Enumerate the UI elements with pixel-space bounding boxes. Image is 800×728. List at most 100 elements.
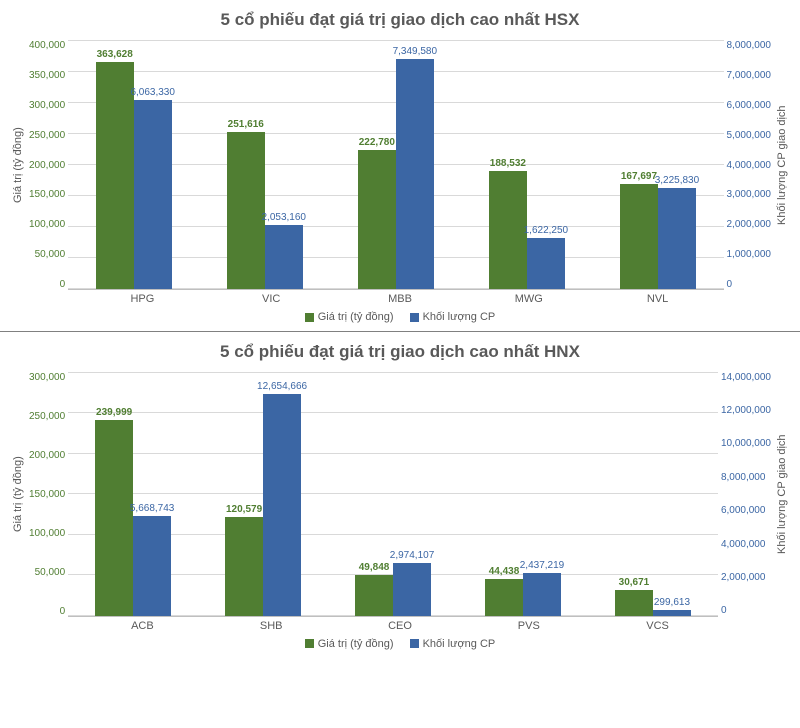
y-tick-left: 400,000 — [29, 40, 65, 51]
bar-value: 239,999 — [95, 420, 133, 616]
y-axis-right-label: Khối lượng CP giao dịch — [774, 372, 790, 617]
y-ticks-left: 400,000350,000300,000250,000200,000150,0… — [26, 40, 68, 290]
category-group: 239,9995,668,743 — [68, 372, 198, 616]
bar-label: 6,063,330 — [130, 87, 175, 100]
x-tick: CEO — [336, 617, 465, 632]
legend: Giá trị (tỷ đồng) Khối lượng CP — [10, 632, 790, 658]
legend-label: Khối lượng CP — [423, 638, 496, 650]
y-tick-right: 5,000,000 — [727, 130, 772, 141]
bars-container: 363,628 6,063,330 251,616 2,053,160 222,780 7… — [68, 40, 723, 289]
legend-label: Giá trị (tỷ đồng) — [318, 638, 394, 650]
bars-container: 239,9995,668,743120,57912,654,66649,8482… — [68, 372, 718, 616]
x-tick: PVS — [464, 617, 593, 632]
bar-label: 2,053,160 — [262, 212, 307, 225]
bar-label: 30,671 — [619, 577, 650, 590]
category-group: 44,4382,437,219 — [458, 372, 588, 616]
bar-volume: 2,053,160 — [265, 225, 303, 289]
charts-root: 5 cổ phiếu đạt giá trị giao dịch cao nhấ… — [0, 0, 800, 657]
bar-label: 222,780 — [359, 137, 395, 150]
category-group: 251,616 2,053,160 — [199, 40, 330, 289]
y-tick-left: 300,000 — [29, 372, 65, 383]
y-ticks-right: 14,000,00012,000,00010,000,0008,000,0006… — [718, 372, 774, 617]
bar-label: 363,628 — [97, 49, 133, 62]
bar-volume: 299,613 — [653, 610, 691, 615]
y-tick-right: 3,000,000 — [727, 189, 772, 200]
bar-volume: 2,437,219 — [523, 573, 561, 616]
y-tick-left: 150,000 — [29, 489, 65, 500]
y-tick-right: 2,000,000 — [721, 572, 771, 583]
legend-swatch — [305, 639, 314, 648]
y-ticks-left: 300,000250,000200,000150,000100,00050,00… — [26, 372, 68, 617]
bar-label: 3,225,830 — [655, 175, 700, 188]
y-tick-left: 0 — [29, 279, 65, 290]
y-tick-right: 7,000,000 — [727, 70, 772, 81]
bar-value: 167,697 — [620, 184, 658, 289]
category-group: 167,6973,225,830 — [592, 40, 723, 289]
plot-area: 239,9995,668,743120,57912,654,66649,8482… — [68, 372, 718, 617]
bar-label: 239,999 — [96, 407, 132, 420]
y-tick-right: 4,000,000 — [727, 160, 772, 171]
bar-label: 49,848 — [359, 562, 390, 575]
y-axis-left-label: Giá trị (tỷ đồng) — [10, 372, 26, 617]
y-tick-right: 8,000,000 — [721, 472, 771, 483]
bar-label: 188,532 — [490, 158, 526, 171]
y-axis-right-label: Khối lượng CP giao dịch — [774, 40, 790, 290]
legend-swatch — [305, 313, 314, 322]
bar-label: 7,349,580 — [393, 46, 438, 59]
y-tick-left: 250,000 — [29, 130, 65, 141]
x-tick: MBB — [336, 290, 465, 305]
legend-item: Giá trị (tỷ đồng) — [305, 311, 394, 323]
bar-label: 1,622,250 — [524, 225, 569, 238]
legend-swatch — [410, 639, 419, 648]
y-tick-right: 4,000,000 — [721, 539, 771, 550]
y-tick-right: 12,000,000 — [721, 405, 771, 416]
bar-label: 299,613 — [654, 597, 690, 610]
bar-label: 120,579 — [226, 504, 262, 517]
y-tick-left: 100,000 — [29, 528, 65, 539]
plot-area: 363,628 6,063,330 251,616 2,053,160 222,780 7… — [68, 40, 723, 290]
chart-panel: 5 cổ phiếu đạt giá trị giao dịch cao nhấ… — [0, 332, 800, 658]
y-tick-left: 0 — [29, 606, 65, 617]
x-tick: VCS — [593, 617, 722, 632]
legend-label: Khối lượng CP — [423, 311, 496, 323]
legend-swatch — [410, 313, 419, 322]
x-tick: MWG — [464, 290, 593, 305]
y-tick-left: 50,000 — [29, 249, 65, 260]
legend-item: Giá trị (tỷ đồng) — [305, 638, 394, 650]
bar-value: 49,848 — [355, 575, 393, 616]
legend: Giá trị (tỷ đồng) Khối lượng CP — [10, 305, 790, 331]
y-tick-right: 1,000,000 — [727, 249, 772, 260]
bar-volume: 12,654,666 — [263, 394, 301, 615]
bar-label: 12,654,666 — [257, 381, 307, 394]
bar-label: 167,697 — [621, 171, 657, 184]
bar-label: 5,668,743 — [130, 503, 175, 516]
legend-label: Giá trị (tỷ đồng) — [318, 311, 394, 323]
category-group: 222,780 7,349,580 — [330, 40, 461, 289]
y-tick-left: 200,000 — [29, 450, 65, 461]
bar-volume: 6,063,330 — [134, 100, 172, 289]
category-group: 49,8482,974,107 — [328, 372, 458, 616]
x-axis: HPGVICMBBMWGNVL — [78, 290, 722, 305]
bar-volume: 2,974,107 — [393, 563, 431, 615]
bar-value: 30,671 — [615, 590, 653, 615]
y-tick-right: 2,000,000 — [727, 219, 772, 230]
x-tick: ACB — [78, 617, 207, 632]
y-tick-right: 8,000,000 — [727, 40, 772, 51]
y-tick-right: 0 — [721, 605, 771, 616]
category-group: 188,532 1,622,250 — [461, 40, 592, 289]
y-tick-left: 150,000 — [29, 189, 65, 200]
x-tick: HPG — [78, 290, 207, 305]
bar-label: 44,438 — [489, 566, 520, 579]
bar-label: 2,437,219 — [520, 560, 565, 573]
chart-title: 5 cổ phiếu đạt giá trị giao dịch cao nhấ… — [10, 10, 790, 30]
y-tick-left: 350,000 — [29, 70, 65, 81]
y-tick-left: 100,000 — [29, 219, 65, 230]
x-tick: SHB — [207, 617, 336, 632]
bar-volume: 3,225,830 — [658, 188, 696, 289]
legend-item: Khối lượng CP — [410, 311, 496, 323]
y-tick-right: 14,000,000 — [721, 372, 771, 383]
x-tick: VIC — [207, 290, 336, 305]
y-axis-left-label: Giá trị (tỷ đồng) — [10, 40, 26, 290]
bar-label: 251,616 — [228, 119, 264, 132]
plot-wrap: Giá trị (tỷ đồng)400,000350,000300,00025… — [10, 40, 790, 290]
